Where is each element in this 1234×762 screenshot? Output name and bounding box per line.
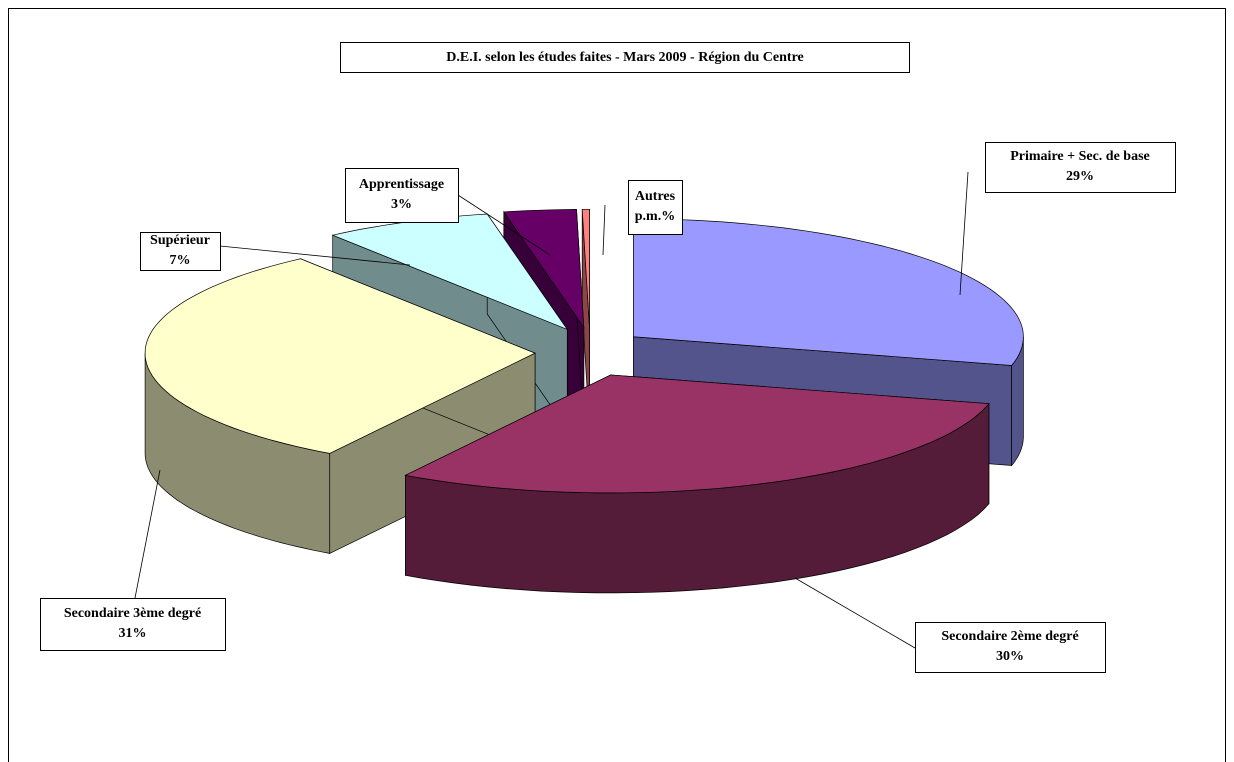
slice-top xyxy=(144,258,536,454)
category-label: Secondaire 3ème degré xyxy=(64,606,201,621)
leader-line xyxy=(959,171,969,296)
category-label: Secondaire 2ème degré xyxy=(941,629,1078,644)
slice-top xyxy=(503,209,585,329)
label-box xyxy=(40,598,226,651)
chart-title: D.E.I. selon les études faites - Mars 20… xyxy=(446,50,804,65)
pie xyxy=(144,208,1024,594)
leader-line xyxy=(134,469,161,599)
label-box xyxy=(345,168,459,223)
label-box xyxy=(140,232,221,271)
label-box xyxy=(628,180,683,235)
chart-frame xyxy=(8,8,1226,762)
leader-line xyxy=(602,204,606,256)
leader-line xyxy=(457,194,551,256)
leader-line xyxy=(219,245,411,266)
slice-top xyxy=(581,208,590,328)
category-label: Primaire + Sec. de base xyxy=(1010,149,1150,164)
value-label: p.m.% xyxy=(635,209,675,224)
slice xyxy=(144,258,536,554)
value-label: 30% xyxy=(996,649,1024,664)
label-box xyxy=(915,622,1106,673)
value-label: 7% xyxy=(170,253,191,268)
category-label: Autres xyxy=(635,189,676,204)
value-label: 31% xyxy=(119,626,147,641)
leader-line xyxy=(794,577,916,649)
slice-top xyxy=(633,218,1024,366)
title-box xyxy=(340,42,910,73)
label-box xyxy=(985,142,1176,193)
slice-top xyxy=(404,374,990,494)
value-label: 3% xyxy=(391,197,412,212)
labels: Primaire + Sec. de base 29% Secondaire 2èm… xyxy=(40,142,1176,673)
value-label: 29% xyxy=(1066,169,1094,184)
category-label: Apprentissage xyxy=(359,177,444,192)
slice xyxy=(404,374,990,594)
category-label: Supérieur xyxy=(150,233,210,248)
